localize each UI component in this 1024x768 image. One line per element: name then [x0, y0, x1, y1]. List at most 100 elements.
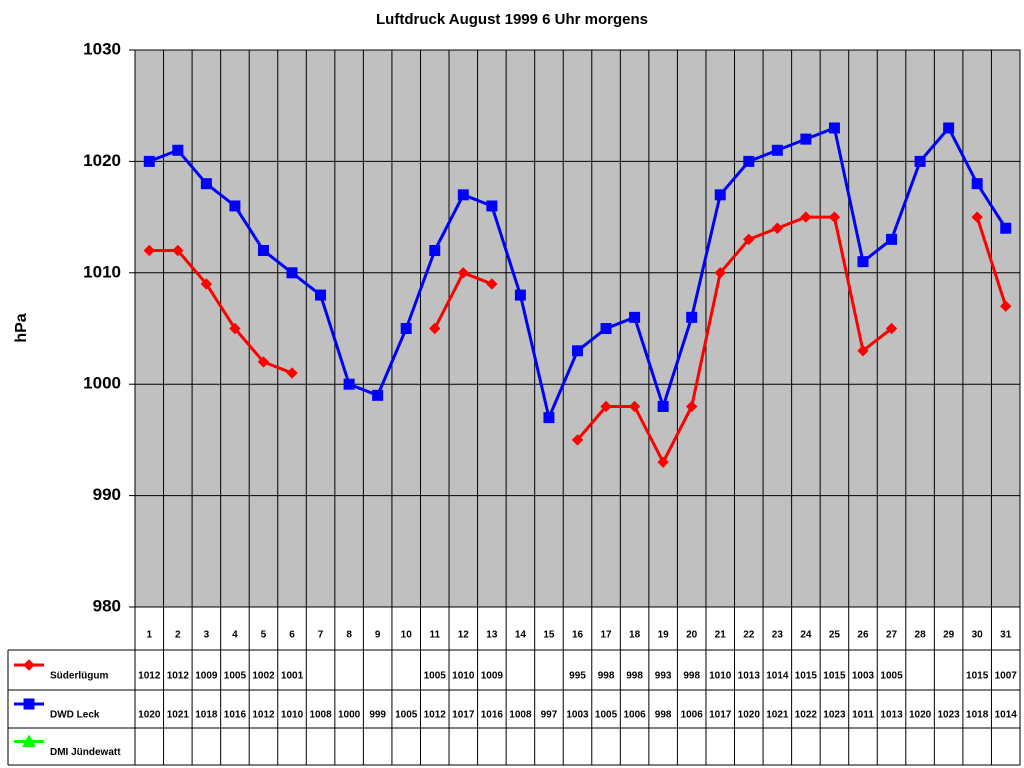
table-value: 1021: [167, 710, 190, 721]
marker: [743, 233, 755, 246]
table-value: 1005: [880, 671, 903, 682]
x-tick-label: 16: [572, 630, 584, 641]
table-value: 1023: [938, 710, 961, 721]
table-value: 1010: [452, 671, 475, 682]
marker: [486, 278, 498, 290]
y-tick-label: 1010: [83, 262, 121, 281]
marker: [1000, 300, 1012, 312]
x-tick-label: 29: [943, 630, 955, 641]
table-value: 1021: [766, 710, 789, 721]
table-value: 1018: [195, 710, 218, 721]
x-tick-label: 5: [261, 630, 267, 641]
table-value: 1009: [481, 671, 504, 682]
marker: [229, 322, 241, 335]
table-value: 1005: [395, 710, 418, 721]
marker: [743, 155, 755, 167]
table-value: 1012: [424, 710, 447, 721]
marker: [172, 144, 184, 156]
x-tick-label: 31: [1000, 630, 1012, 641]
x-tick-label: 9: [375, 630, 381, 641]
table-value: 1011: [852, 710, 874, 721]
y-tick-label: 1030: [83, 39, 121, 58]
x-tick-label: 7: [318, 630, 324, 641]
marker: [828, 211, 841, 223]
marker: [22, 734, 36, 747]
x-tick-label: 26: [857, 630, 869, 641]
marker: [886, 233, 898, 245]
table-value: 1016: [224, 710, 247, 721]
table-value: 1015: [795, 671, 818, 682]
table-value: 1006: [681, 710, 704, 721]
marker: [257, 245, 269, 257]
table-value: 998: [655, 710, 672, 721]
table-value: 1018: [966, 710, 989, 721]
x-tick-label: 8: [346, 630, 352, 641]
x-tick-label: 3: [204, 630, 210, 641]
marker: [286, 367, 298, 379]
x-tick-label: 24: [800, 630, 812, 641]
marker: [486, 200, 498, 212]
table-value: 1007: [995, 671, 1018, 682]
marker: [143, 155, 155, 167]
marker: [457, 189, 469, 201]
table-value: 1008: [309, 710, 332, 721]
marker: [857, 256, 869, 268]
x-tick-label: 1: [146, 630, 152, 641]
marker: [629, 311, 641, 323]
table-value: 998: [683, 671, 700, 682]
marker: [971, 211, 983, 223]
x-tick-label: 21: [715, 630, 727, 641]
table-value: 1005: [224, 671, 247, 682]
table-value: 1020: [738, 710, 761, 721]
table-value: 1010: [281, 710, 304, 721]
table-value: 998: [598, 671, 615, 682]
table-value: 1014: [995, 710, 1018, 721]
table-value: 1012: [252, 710, 275, 721]
table-value: 1020: [909, 710, 932, 721]
x-tick-label: 28: [915, 630, 927, 641]
table-value: 997: [541, 710, 558, 721]
x-tick-label: 11: [429, 630, 440, 641]
table-value: 1014: [766, 671, 789, 682]
x-tick-label: 23: [772, 630, 784, 641]
marker: [572, 345, 583, 357]
x-tick-label: 17: [600, 630, 612, 641]
marker: [657, 456, 669, 468]
plot-area: [134, 49, 1021, 608]
marker: [200, 178, 212, 190]
marker: [400, 323, 412, 334]
chart-title: Luftdruck August 1999 6 Uhr morgens: [376, 11, 648, 28]
x-tick-label: 4: [232, 630, 238, 641]
table-value: 1010: [709, 671, 732, 682]
table-value: 1009: [195, 671, 218, 682]
x-tick-label: 12: [458, 630, 470, 641]
marker: [971, 178, 983, 190]
marker: [257, 356, 270, 368]
marker: [543, 412, 555, 424]
marker: [343, 378, 355, 390]
table-value: 1017: [452, 710, 475, 721]
x-tick-label: 10: [401, 630, 413, 641]
marker: [315, 289, 327, 301]
table-value: 1002: [252, 671, 275, 682]
table-value: 1023: [823, 710, 846, 721]
table-value: 1013: [738, 671, 761, 682]
y-tick-label: 1020: [83, 151, 121, 170]
table-value: 1003: [852, 671, 875, 682]
table-value: 1022: [795, 710, 818, 721]
marker: [23, 698, 35, 710]
marker: [600, 400, 612, 413]
x-tick-label: 25: [829, 630, 841, 641]
marker: [571, 434, 584, 446]
marker: [372, 389, 384, 401]
marker: [800, 211, 812, 223]
table-value: 1012: [138, 671, 161, 682]
table-value: 993: [655, 671, 672, 682]
x-tick-label: 19: [658, 630, 670, 641]
table-value: 998: [626, 671, 643, 682]
marker: [457, 267, 470, 279]
marker: [1000, 222, 1012, 234]
marker: [714, 267, 726, 279]
table-value: 1013: [880, 710, 903, 721]
